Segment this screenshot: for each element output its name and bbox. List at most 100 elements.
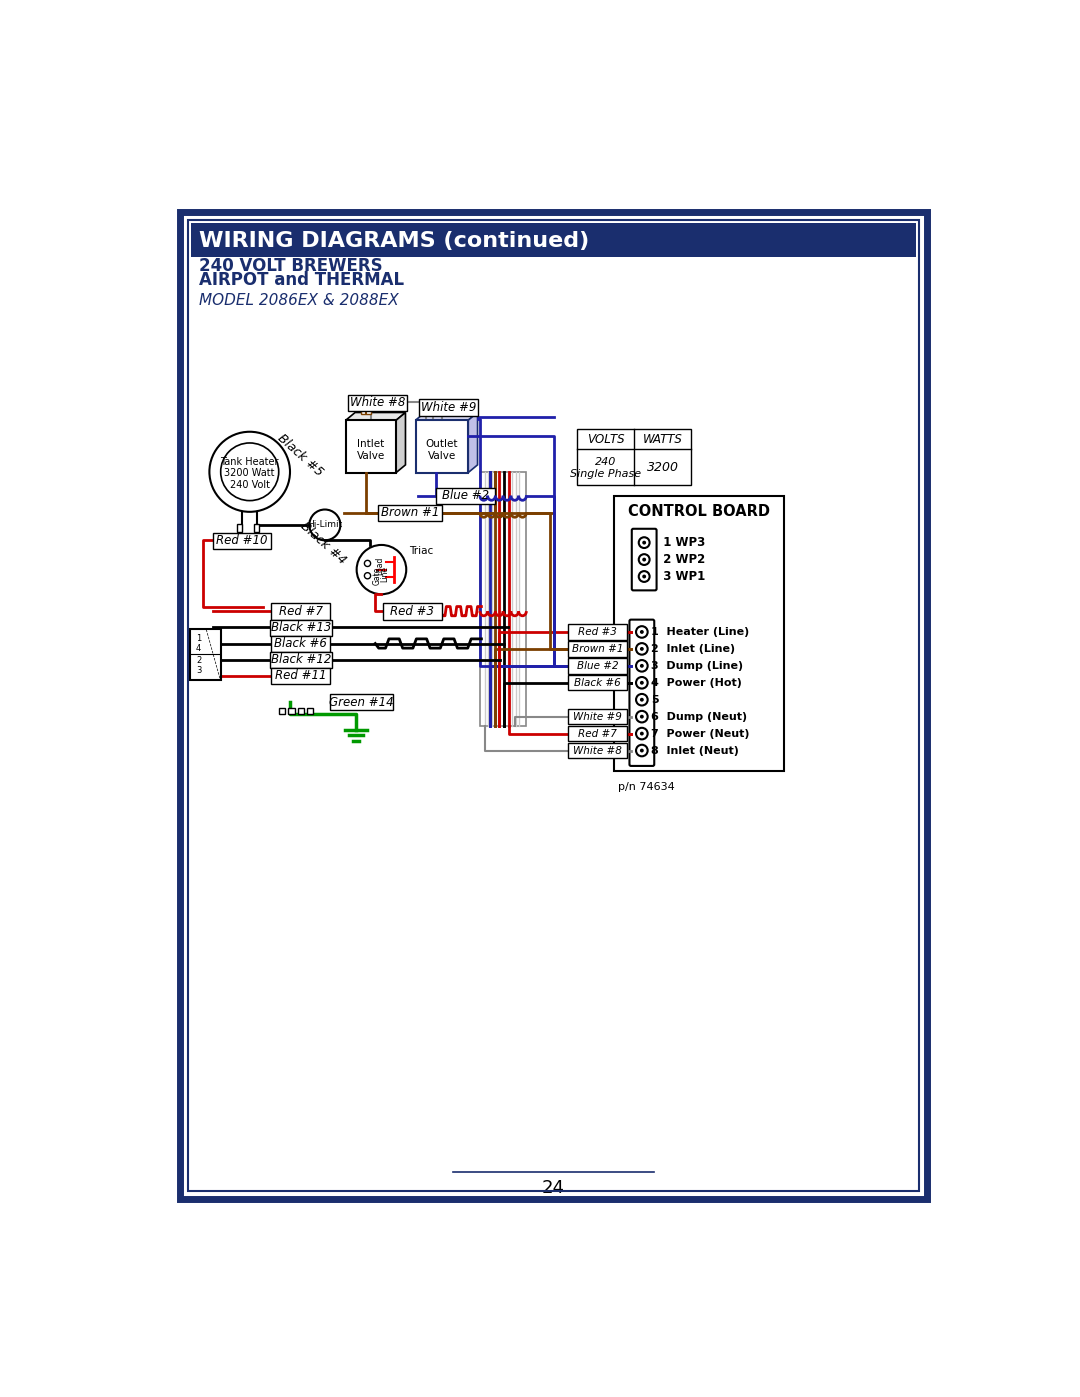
FancyBboxPatch shape [254,524,259,532]
Text: 1: 1 [195,634,201,644]
FancyBboxPatch shape [271,636,330,652]
Text: Outlet
Valve: Outlet Valve [426,440,458,461]
Circle shape [636,643,648,655]
FancyBboxPatch shape [271,668,330,685]
Circle shape [364,560,370,567]
FancyBboxPatch shape [383,604,442,620]
Circle shape [356,545,406,594]
Text: Load: Load [376,556,384,576]
Text: Gate: Gate [373,567,382,585]
Text: 3 WP1: 3 WP1 [656,570,705,583]
FancyBboxPatch shape [568,675,627,690]
Text: Black #12: Black #12 [271,654,332,666]
FancyBboxPatch shape [568,726,627,742]
Circle shape [638,538,649,548]
Text: 2: 2 [195,657,201,665]
Circle shape [636,728,648,739]
Text: Tank Heater
3200 Watt
240 Volt: Tank Heater 3200 Watt 240 Volt [220,457,279,490]
Text: 5: 5 [651,694,659,704]
Text: Black #6: Black #6 [274,637,327,650]
Text: Brown #1: Brown #1 [381,506,440,520]
FancyBboxPatch shape [431,402,441,414]
Circle shape [636,745,648,756]
Circle shape [640,647,644,651]
Text: Blue #2: Blue #2 [442,489,489,502]
Circle shape [640,749,644,753]
Circle shape [636,711,648,722]
FancyBboxPatch shape [419,400,478,415]
Polygon shape [346,412,405,420]
Text: Black #13: Black #13 [271,620,332,634]
Circle shape [210,432,291,511]
FancyBboxPatch shape [630,620,654,766]
Circle shape [309,510,340,541]
Text: 240 VOLT BREWERS: 240 VOLT BREWERS [199,257,382,275]
Text: 240
Single Phase: 240 Single Phase [570,457,642,479]
FancyBboxPatch shape [435,488,495,504]
Text: 4: 4 [195,644,201,654]
FancyBboxPatch shape [568,708,627,725]
FancyBboxPatch shape [180,212,927,1199]
Circle shape [640,732,644,735]
Circle shape [640,664,644,668]
Text: Black #6: Black #6 [575,678,621,687]
Text: White #9: White #9 [421,401,476,414]
Text: 24: 24 [542,1179,565,1197]
Text: White #8: White #8 [573,746,622,756]
Text: Line: Line [380,566,389,583]
FancyBboxPatch shape [279,708,285,714]
FancyBboxPatch shape [568,658,627,673]
Text: Red #7: Red #7 [279,605,323,617]
Circle shape [643,541,646,545]
FancyBboxPatch shape [329,694,393,711]
FancyBboxPatch shape [271,604,330,620]
Text: White #8: White #8 [350,395,405,409]
FancyBboxPatch shape [632,529,657,591]
Text: 1  Heater (Line): 1 Heater (Line) [651,627,750,637]
Text: Triac: Triac [409,546,433,556]
Circle shape [643,557,646,562]
Text: 3  Dump (Line): 3 Dump (Line) [651,661,743,671]
Text: Brown #1: Brown #1 [572,644,623,654]
Circle shape [636,694,648,705]
Circle shape [640,630,644,634]
Circle shape [220,443,279,500]
Text: Black #4: Black #4 [298,520,349,567]
Polygon shape [396,412,405,472]
FancyBboxPatch shape [378,504,442,521]
Text: Hi-Limit: Hi-Limit [307,521,342,529]
FancyBboxPatch shape [416,420,469,472]
FancyBboxPatch shape [191,224,916,257]
Text: AIRPOT and THERMAL: AIRPOT and THERMAL [199,271,404,289]
Text: 6  Dump (Neut): 6 Dump (Neut) [651,711,747,722]
FancyBboxPatch shape [307,708,313,714]
Text: CONTROL BOARD: CONTROL BOARD [629,504,770,520]
Text: WIRING DIAGRAMS (continued): WIRING DIAGRAMS (continued) [199,231,589,251]
Text: 3200: 3200 [647,461,678,475]
Text: MODEL 2086EX & 2088EX: MODEL 2086EX & 2088EX [199,292,399,307]
FancyBboxPatch shape [270,652,332,668]
Circle shape [640,697,644,701]
Text: p/n 74634: p/n 74634 [618,782,675,792]
Circle shape [643,574,646,578]
FancyBboxPatch shape [362,402,370,414]
FancyBboxPatch shape [480,472,526,726]
FancyBboxPatch shape [298,708,303,714]
Polygon shape [416,412,477,420]
Text: WATTS: WATTS [643,433,683,446]
Circle shape [640,680,644,685]
Text: Red #3: Red #3 [391,605,434,617]
Circle shape [636,659,648,672]
FancyBboxPatch shape [568,624,627,640]
Text: Intlet
Valve: Intlet Valve [356,440,384,461]
FancyBboxPatch shape [237,524,242,532]
Text: 8  Inlet (Neut): 8 Inlet (Neut) [651,746,739,756]
FancyBboxPatch shape [568,641,627,657]
FancyBboxPatch shape [270,620,332,636]
Text: 4  Power (Hot): 4 Power (Hot) [651,678,742,687]
FancyBboxPatch shape [190,629,221,680]
Text: 3: 3 [195,666,201,675]
FancyBboxPatch shape [288,708,295,714]
Text: 2 WP2: 2 WP2 [656,553,705,566]
FancyBboxPatch shape [346,420,396,472]
